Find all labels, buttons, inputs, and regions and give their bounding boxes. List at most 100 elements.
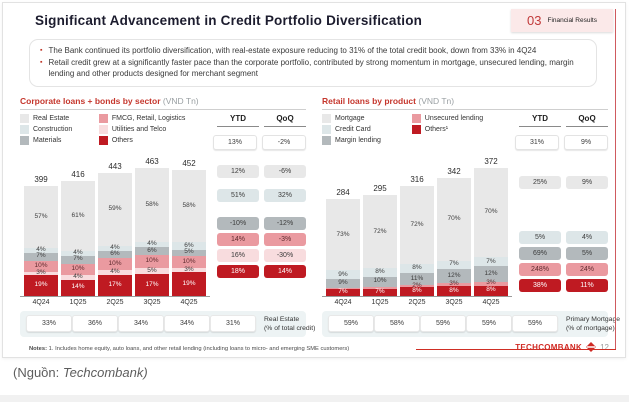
share-label: Primary Mortgage (% of mortgage) xyxy=(560,315,629,333)
share-strip: 59% 58% 59% 59% 59% Primary Mortgage (% of mor… xyxy=(322,310,620,338)
category-label: 2Q25 xyxy=(106,298,124,306)
legend-label: Unsecured lending xyxy=(424,114,484,122)
bar-segment: 9% xyxy=(326,279,360,288)
ytd-pill: 69% xyxy=(519,246,561,260)
bar-segment: 72% xyxy=(400,186,434,265)
brand-footer: TECHCOMBANK 12 xyxy=(515,342,613,352)
bullet-item: ▪ Retail credit grew at a significantly … xyxy=(40,57,584,80)
bar-segment: 8% xyxy=(437,286,471,296)
bar-segment: 7% xyxy=(474,257,508,267)
metric-row: 5% 4% xyxy=(514,230,608,244)
share-pill: 31% xyxy=(210,315,256,333)
qoq-pill: 9% xyxy=(566,175,608,189)
legend-item: Unsecured lending xyxy=(411,113,512,123)
bar-total-label: 372 xyxy=(484,156,498,166)
metric-row: 18% 14% xyxy=(212,264,306,278)
slide-footer: Notes: 1. Includes home equity, auto loa… xyxy=(29,342,613,352)
bar-segment: 4% xyxy=(24,246,58,253)
chart-unit-label: (VND Tn) xyxy=(162,95,199,106)
bullet-item: ▪ The Bank continued its portfolio diver… xyxy=(40,45,584,57)
share-label-line1: Real Estate xyxy=(264,315,300,323)
bar-segment: 10% xyxy=(135,254,169,268)
bar-segment: 12% xyxy=(437,268,471,283)
bar-segment: 8% xyxy=(474,285,508,296)
bar-segment: 3% xyxy=(172,266,206,272)
legend-swatch xyxy=(322,113,331,123)
footnotes-label: Notes: xyxy=(29,346,48,352)
table-header-qoq: QoQ xyxy=(264,114,306,127)
category-label: 3Q25 xyxy=(143,298,161,306)
section-number: 03 xyxy=(527,13,542,28)
bar-segment: 70% xyxy=(474,167,508,258)
footnotes: Notes: 1. Includes home equity, auto loa… xyxy=(29,346,349,352)
bar-segment: 19% xyxy=(172,272,206,296)
table-header-ytd: YTD xyxy=(519,114,561,127)
metrics-table-column: YTD QoQ 31% 9% 25% 9% 5% 4% 69% 5% 248% 24% 38% 11% xyxy=(512,114,608,306)
bar-segment: 58% xyxy=(135,167,169,243)
share-strip: 33% 36% 34% 34% 31% Real Estate (% of total cr… xyxy=(20,310,315,338)
bar-segment: 4% xyxy=(98,244,132,251)
chart-unit-label: (VND Tn) xyxy=(418,95,455,106)
legend-item: Utilities and Telco xyxy=(98,124,210,134)
bar-stack: 70% 7% 12% 3% 8% xyxy=(474,167,508,296)
share-label-line2: (% of mortgage) xyxy=(566,324,615,332)
chart-body: Mortgage Credit Card Margin lending Unsecur… xyxy=(322,113,608,306)
bar-segment: 61% xyxy=(61,180,95,251)
category-label: 1Q25 xyxy=(371,298,389,306)
bullet-text: The Bank continued its portfolio diversi… xyxy=(48,46,537,55)
bar-stack: 72% 8% 11% 2% 8% xyxy=(400,186,434,296)
metric-row: 248% 24% xyxy=(514,262,608,276)
qoq-pill: -12% xyxy=(264,216,306,230)
footnotes-text: 1. Includes home equity, auto loans, and… xyxy=(47,346,350,352)
metric-row: 38% 11% xyxy=(514,278,608,292)
chart-plot-column: Real Estate Construction Materials FMCG, Re… xyxy=(20,113,210,306)
qoq-pill: -30% xyxy=(264,248,306,262)
category-axis: 4Q24 1Q25 2Q25 3Q25 4Q25 xyxy=(322,295,512,306)
ytd-pill: 18% xyxy=(217,264,259,278)
legend-swatch xyxy=(20,124,29,134)
chart-title: Corporate loans + bonds by sector (VND T… xyxy=(20,96,306,110)
metric-row: 69% 5% xyxy=(514,246,608,260)
ytd-qoq-header: YTD QoQ xyxy=(514,114,608,127)
bars-area: 1%28473%9%9%7%2%29572%8%10%7%31672%8%11%… xyxy=(322,150,512,296)
bar-segment: 57% xyxy=(24,185,58,249)
ytd-pill: 38% xyxy=(519,278,561,292)
page-number: 12 xyxy=(600,342,609,352)
bar-total-label: 416 xyxy=(71,169,85,179)
bar-total-label: 463 xyxy=(145,156,159,166)
legend-item: Margin lending xyxy=(322,135,410,145)
share-pills: 33% 36% 34% 34% 31% xyxy=(24,315,258,333)
source-caption: (Nguồn: Techcombank) xyxy=(13,365,148,380)
bar-segment: 4% xyxy=(98,269,132,275)
summary-bullets: ▪ The Bank continued its portfolio diver… xyxy=(29,39,597,87)
qoq-pill: 32% xyxy=(264,188,306,202)
legend-item: Mortgage xyxy=(322,113,410,123)
bar-segment: 4% xyxy=(61,274,95,280)
category-label: 1Q25 xyxy=(69,298,87,306)
bar-total-label: 443 xyxy=(108,162,122,172)
legend-swatch xyxy=(98,113,108,123)
share-label-line1: Primary Mortgage xyxy=(566,315,621,323)
legend-swatch xyxy=(98,135,108,145)
legend-swatch xyxy=(411,113,421,123)
legend-item: Construction xyxy=(20,124,97,134)
bar-segment: 7% xyxy=(437,260,471,269)
share-label: Real Estate (% of total credit) xyxy=(258,315,354,333)
category-label: 4Q24 xyxy=(32,298,50,306)
bar-3Q25: 463 58% 4% 6% 10% 5% 17% xyxy=(135,157,169,296)
bar-segment: 14% xyxy=(61,279,95,296)
bar-2Q25: 443 59% 4% 6% 10% 4% 17% xyxy=(98,162,132,296)
ytd-pill: -10% xyxy=(217,216,259,230)
slide-accent-horizontal-line xyxy=(416,349,616,350)
ytd-pill: 5% xyxy=(519,230,561,244)
metric-row: 25% 9% xyxy=(514,175,608,189)
bar-segment: 73% xyxy=(326,199,360,271)
bar-segment: 6% xyxy=(172,242,206,250)
bar-segment: 10% xyxy=(61,263,95,276)
legend-item: Materials xyxy=(20,135,97,145)
legend-item: Real Estate xyxy=(20,113,97,123)
legend-label: Margin lending xyxy=(335,136,381,144)
ytd-pill: 13% xyxy=(213,134,257,150)
metric-row: 16% -30% xyxy=(212,248,306,262)
